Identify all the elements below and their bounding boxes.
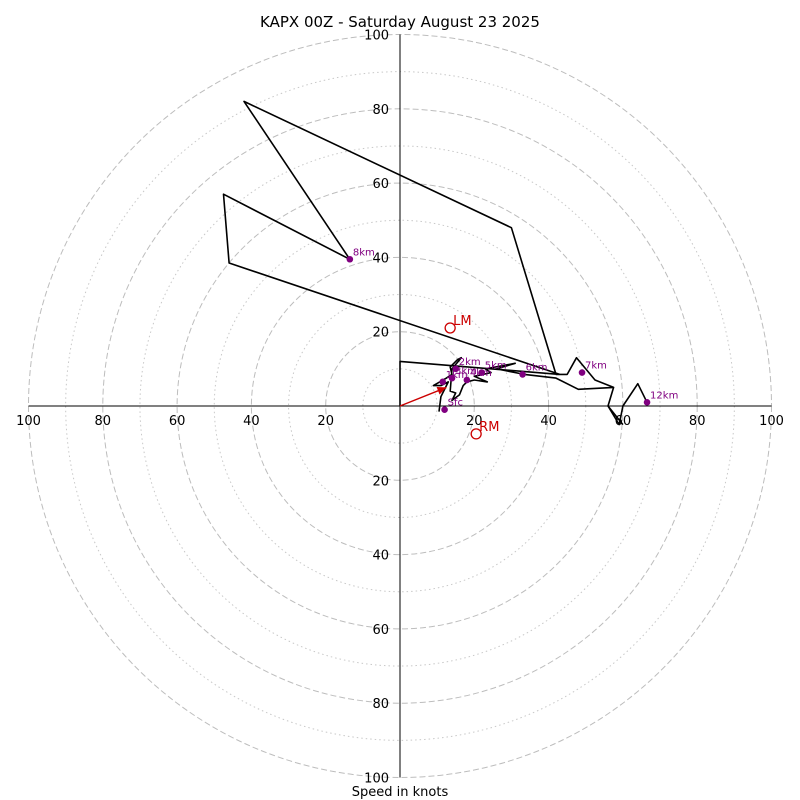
height-marker-label: 1km [446,370,468,381]
left-mover-label: LM [453,314,471,329]
y-tick-label: 60 [372,177,389,192]
height-marker [519,371,526,378]
x-tick-label: 40 [540,414,557,429]
x-tick-label: 20 [317,414,334,429]
height-marker-label: Sfc [448,398,463,409]
storm-motion: LM RM [399,314,499,440]
height-markers: Sfc1km2km3km4km5km6km7km8km12km [346,247,678,414]
hodograph-line [607,382,648,426]
y-tick-label: 20 [372,326,389,341]
hodograph-line [222,100,615,412]
height-marker-label: 7km [585,361,607,372]
hodograph-trace [222,100,648,426]
storm-motion-arrowhead [436,387,447,395]
y-tick-labels: 100 80 60 40 20 20 40 60 80 100 [364,29,389,787]
y-tick-label: 100 [364,29,389,44]
height-marker [452,365,460,373]
y-tick-label: 40 [372,251,389,266]
height-marker [478,369,486,376]
x-tick-label: 60 [169,414,186,429]
height-marker-label: 2km [459,357,481,368]
y-tick-label: 80 [372,697,389,712]
height-marker-label: 8km [353,247,375,258]
height-marker [346,255,354,263]
x-tick-label: 100 [759,414,784,429]
x-tick-label: 40 [243,414,260,429]
height-marker-label: 12km [650,390,678,401]
right-mover-label: RM [479,420,499,435]
height-marker [578,369,586,376]
height-marker [463,376,471,384]
y-tick-label: 40 [372,549,389,564]
height-marker-label: 3km [455,366,477,377]
x-axis-label: Speed in knots [352,785,449,800]
height-marker [441,406,448,414]
x-tick-label: 100 [16,414,41,429]
y-tick-label: 20 [372,474,389,489]
height-marker [643,398,651,406]
right-mover-marker [470,428,482,440]
height-marker [439,378,447,386]
height-marker-label: 5km [485,361,507,372]
chart-title: KAPX 00Z - Saturday August 23 2025 [260,13,540,31]
y-tick-label: 100 [364,772,389,787]
height-marker [448,374,456,382]
height-marker-label: 6km [526,362,548,373]
left-mover-marker [444,322,456,334]
x-tick-label: 80 [95,414,112,429]
x-tick-label: 20 [466,414,483,429]
x-tick-labels: 100 80 60 40 20 20 40 60 80 100 [16,414,784,429]
x-tick-label: 80 [689,414,706,429]
y-tick-label: 60 [372,623,389,638]
y-tick-label: 80 [372,103,389,118]
